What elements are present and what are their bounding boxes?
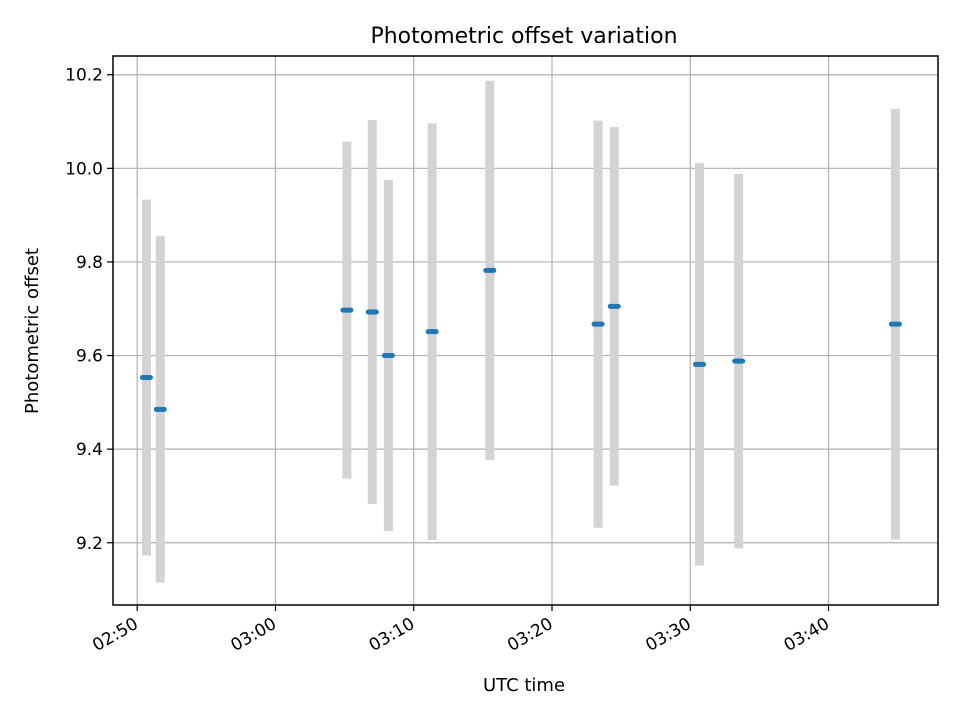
y-tick-label: 9.8 [76,253,103,273]
y-tick-label: 9.4 [76,440,103,460]
y-tick-label: 9.2 [76,534,103,554]
plot-frame [112,55,939,606]
y-tick-label: 9.6 [76,347,103,367]
y-tick-label: 10.0 [65,159,103,179]
x-axis-label: UTC time [483,675,565,696]
grid [113,56,938,605]
data-markers [139,267,902,412]
y-tick-label: 10.2 [65,66,103,86]
chart-title: Photometric offset variation [370,24,677,49]
y-axis-label: Photometric offset [22,248,43,414]
